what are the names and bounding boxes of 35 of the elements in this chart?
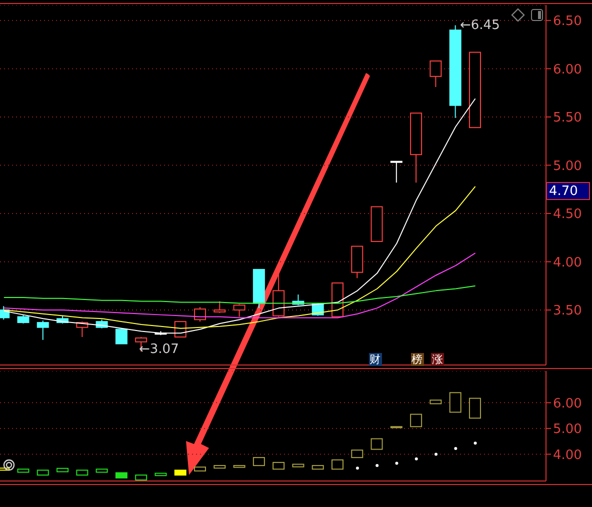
candlestick (115, 328, 128, 344)
y-tick-label: 5.00 (553, 158, 582, 174)
y-tick-label: 5.50 (553, 110, 582, 126)
candlestick (449, 392, 462, 413)
annotation: 榜 (410, 353, 424, 366)
annotation: ←3.07 (139, 342, 179, 357)
candlestick (233, 304, 246, 318)
candlestick (390, 160, 402, 184)
y-tick-label: 4.00 (553, 448, 582, 463)
y-tick-label: 3.50 (553, 304, 582, 319)
point (356, 466, 359, 470)
text: 4.70 (546, 182, 590, 200)
y-tick-label: 4.50 (553, 207, 582, 222)
point (414, 457, 418, 460)
point (395, 462, 398, 465)
candlestick (36, 320, 49, 340)
candlestick (410, 414, 422, 428)
candlestick (370, 438, 383, 450)
line-series (3, 285, 476, 304)
point (434, 452, 438, 456)
candlestick (214, 300, 226, 314)
annotation: 财 (368, 353, 382, 366)
y-tick-label: 6.00 (553, 396, 582, 412)
y-tick-label: 6.50 (553, 14, 582, 30)
y-tick-label: 5.00 (553, 422, 582, 438)
candlestick (331, 459, 344, 470)
point (454, 447, 458, 450)
y-tick-label: 4.00 (553, 255, 582, 270)
candlestick (430, 60, 442, 88)
annotation: 涨 (430, 353, 444, 366)
point (474, 442, 477, 445)
candlestick (468, 398, 481, 419)
y-tick-label: 6.00 (553, 62, 582, 78)
point (376, 464, 379, 468)
annotation: ←6.45 (460, 18, 500, 33)
